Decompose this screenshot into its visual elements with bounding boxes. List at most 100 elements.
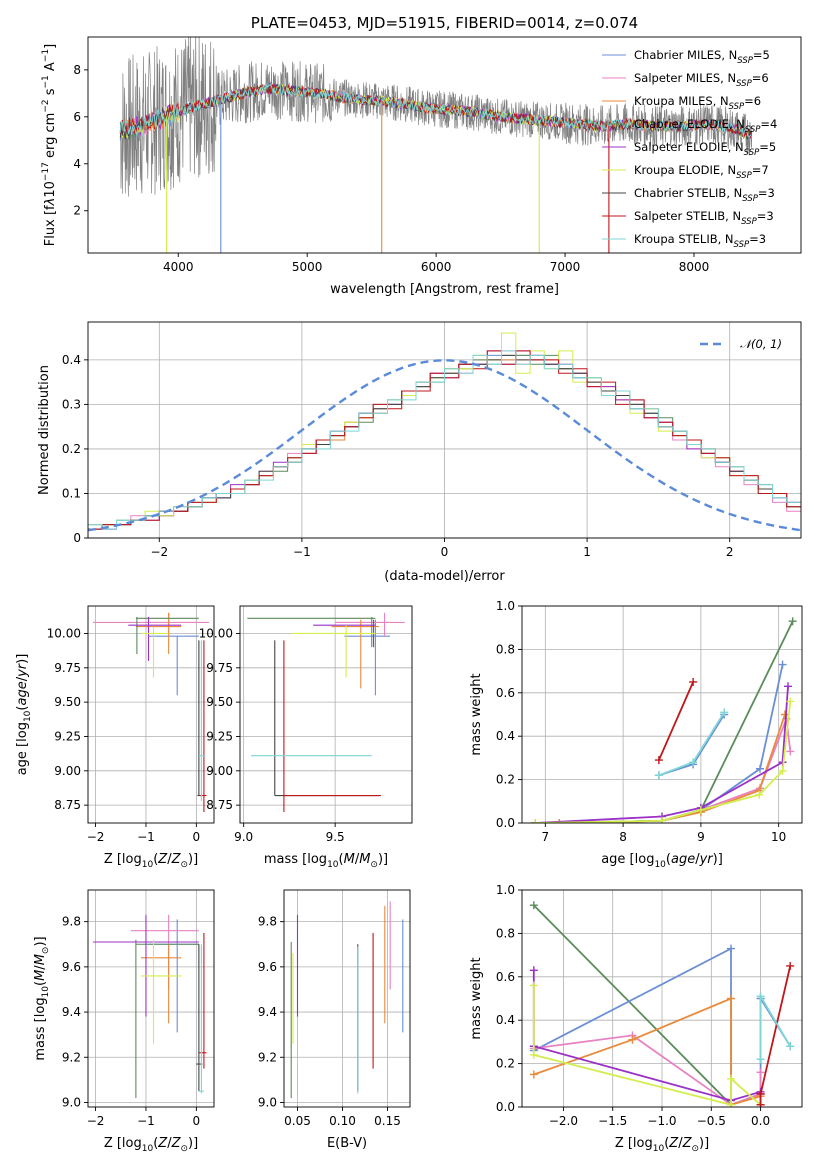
y-axis-label: mass weight	[469, 957, 484, 1039]
x-tick-label: 0.05	[284, 1114, 311, 1128]
grid-lines	[240, 606, 412, 823]
x-tick-label: −1	[137, 1114, 155, 1128]
x-tick-label: 4000	[163, 260, 194, 274]
data-point-marker	[628, 1035, 637, 1044]
y-tick-label: 9.50	[206, 695, 233, 709]
mass-weight-line	[533, 904, 761, 1106]
axes-frame	[87, 605, 215, 824]
x-tick-label: 6000	[421, 260, 452, 274]
axes-frame	[521, 605, 803, 824]
data-point-marker	[780, 710, 789, 719]
y-tick-label: 9.4	[62, 1005, 81, 1019]
x-tick-label: 0.0	[751, 1114, 770, 1128]
x-tick-label: 1	[583, 545, 591, 559]
data-point-marker	[727, 994, 736, 1003]
axes-weight-vs-age: 7 8 9 10 0.0 0.2 0.4 0.6 0.8 1.0 age [log10(age/yr…	[469, 599, 803, 870]
x-tick-label: −1	[137, 830, 155, 844]
y-tick-label: 9.6	[62, 960, 81, 974]
data-point-marker	[727, 944, 736, 953]
data-point-marker	[555, 819, 564, 823]
plot-area	[290, 901, 404, 1098]
x-axis-label: wavelength [Angstrom, rest frame]	[330, 282, 559, 297]
data-point-marker	[696, 805, 705, 814]
y-tick-label: 9.25	[54, 729, 81, 743]
y-tick-label: 9.4	[258, 1005, 277, 1019]
x-axis-label: Z [log10(Z/Z⊙)]	[104, 852, 198, 870]
data-point-marker	[786, 747, 795, 756]
y-tick-label: 0.0	[496, 1100, 515, 1114]
x-axis-label: E(B-V)	[327, 1136, 367, 1151]
data-point-marker	[788, 617, 797, 626]
axes-frame	[283, 889, 411, 1108]
data-point-marker	[756, 1055, 765, 1064]
legend-entry: Salpeter STELIB, NSSP=3	[634, 209, 774, 227]
y-tick-label: 0.8	[496, 926, 515, 940]
x-tick-label: 8	[619, 830, 627, 844]
y-tick-label: 0.2	[496, 773, 515, 787]
data-point-marker	[689, 677, 698, 686]
x-tick-label: 0	[441, 545, 449, 559]
mass-weight-line	[658, 681, 694, 761]
axes-spectrum: 4000 5000 6000 7000 8000 2 4 6 8 PLATE=0453, MJD=…	[41, 14, 802, 297]
legend-entry: Kroupa MILES, NSSP=6	[634, 94, 761, 112]
x-tick-label: 9	[697, 830, 705, 844]
axes-frame	[87, 321, 802, 539]
x-tick-label: 9.5	[326, 830, 345, 844]
y-tick-label: 0.4	[496, 1013, 515, 1027]
plot-area	[93, 612, 209, 813]
data-point-marker	[689, 758, 698, 767]
x-tick-label: −0.5	[697, 1114, 726, 1128]
data-point-marker	[529, 981, 538, 990]
mass-weight-line	[535, 701, 792, 823]
histogram-step-series	[88, 350, 801, 538]
axes-mass-vs-Z: −2 −1 0 9.0 9.2 9.4 9.6 9.8 Z [log10(Z/Z⊙)] mass …	[33, 889, 215, 1154]
data-point-marker	[720, 708, 729, 717]
y-tick-label: 9.0	[258, 1095, 277, 1109]
y-tick-label: 0.0	[496, 816, 515, 830]
plot-area	[88, 332, 801, 538]
y-tick-label: 0.1	[62, 486, 81, 500]
y-tick-label: 8.75	[206, 798, 233, 812]
y-tick-label: 9.8	[62, 915, 81, 929]
legend-entry: Kroupa STELIB, NSSP=3	[634, 232, 766, 250]
grid-lines	[88, 890, 214, 1107]
y-tick-label: 9.75	[54, 661, 81, 675]
data-point-marker	[658, 816, 666, 823]
mass-weight-line	[759, 965, 792, 1105]
model-spectrum-line	[119, 83, 752, 140]
legend-entry: Chabrier MILES, NSSP=5	[634, 48, 770, 66]
axes-frame	[239, 605, 413, 824]
model-spectrum-line	[119, 83, 752, 139]
y-tick-label: 9.25	[206, 729, 233, 743]
grid-lines	[88, 606, 214, 823]
y-tick-label: 9.75	[206, 661, 233, 675]
y-tick-label: 6	[73, 110, 81, 124]
legend-entry: Salpeter MILES, NSSP=6	[634, 71, 769, 89]
grid-lines	[88, 322, 801, 539]
normal-distribution-curve	[88, 359, 801, 532]
data-point-marker	[727, 1100, 736, 1107]
mass-weight-line	[559, 664, 784, 823]
axes-weight-vs-Z: −2.0 −1.5 −1.0 −0.5 0.0 0.0 0.2 0.4 0.6 0.8 1.0 Z […	[469, 883, 803, 1154]
data-point-marker	[756, 1068, 765, 1077]
data-point-marker	[784, 682, 792, 691]
data-point-marker	[786, 697, 795, 706]
y-tick-label: 9.2	[62, 1050, 81, 1064]
y-tick-label: 9.6	[258, 960, 277, 974]
data-point-marker	[529, 901, 538, 910]
x-axis-label: age [log10(age/yr)]	[601, 852, 723, 870]
model-spectrum-line	[119, 83, 752, 138]
y-tick-label: 1.0	[496, 599, 515, 613]
data-point-marker	[756, 764, 764, 773]
x-tick-label: 0.10	[329, 1114, 356, 1128]
plot-area	[93, 914, 207, 1098]
y-tick-label: 4	[73, 157, 81, 171]
axes-age-vs-Z: −2 −1 0 8.75 9.00 9.25 9.50 9.75 10.00 Z [log10(Z…	[15, 605, 215, 870]
x-tick-label: 5000	[292, 260, 323, 274]
plot-area	[531, 617, 797, 823]
data-point-marker	[786, 961, 795, 970]
plot-area	[247, 612, 405, 813]
data-point-marker	[755, 790, 764, 799]
x-tick-label: 9.0	[234, 830, 253, 844]
